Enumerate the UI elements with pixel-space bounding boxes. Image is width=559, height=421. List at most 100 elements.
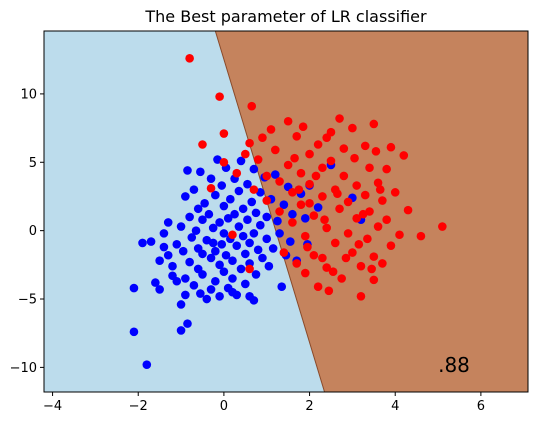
blue-class-point [183, 319, 192, 328]
decision-boundary-line [214, 31, 326, 392]
blue-class-point [215, 260, 224, 270]
blue-class-point [138, 238, 147, 248]
red-class-point [373, 222, 383, 231]
red-class-point [438, 222, 447, 231]
blue-class-point [202, 294, 212, 304]
red-class-point [311, 171, 321, 181]
red-class-point [313, 140, 323, 149]
blue-class-point [155, 285, 164, 294]
blue-class-point [226, 194, 235, 204]
blue-class-point [206, 285, 216, 294]
blue-class-point [178, 246, 188, 256]
red-class-point [292, 131, 302, 141]
red-class-point [303, 242, 312, 252]
blue-class-point [230, 209, 239, 219]
red-class-point [185, 54, 194, 63]
blue-class-point [198, 249, 207, 259]
red-class-point [386, 241, 396, 250]
red-class-point [365, 207, 374, 216]
red-class-point [367, 264, 376, 274]
red-class-point [341, 253, 351, 263]
blue-class-point [228, 256, 237, 266]
blue-class-point [146, 237, 156, 246]
red-class-point [253, 155, 263, 164]
red-class-point [335, 204, 344, 214]
blue-class-point [151, 278, 160, 287]
blue-class-point [172, 276, 182, 286]
red-class-point [356, 261, 366, 271]
red-class-point [348, 248, 357, 257]
red-class-point [335, 114, 344, 123]
red-class-point [318, 192, 327, 201]
red-class-point [305, 198, 314, 208]
blue-class-point [249, 229, 259, 238]
blue-class-point [163, 250, 173, 260]
blue-class-point [219, 267, 229, 276]
red-class-point [309, 250, 319, 260]
blue-class-point [189, 185, 199, 194]
blue-class-point [211, 246, 220, 256]
red-class-point [378, 196, 387, 205]
red-class-point [339, 171, 349, 181]
red-class-point [322, 223, 331, 233]
red-class-point [352, 214, 361, 223]
red-class-point [339, 144, 349, 153]
red-class-point [247, 101, 257, 111]
blue-class-point [208, 238, 218, 248]
red-class-point [378, 259, 387, 268]
red-class-point [296, 200, 306, 209]
blue-class-point [241, 249, 250, 259]
red-class-point [241, 149, 250, 159]
red-class-point [262, 171, 272, 181]
x-tick-label: 2 [305, 399, 313, 414]
red-class-point [352, 181, 361, 190]
red-class-point [275, 177, 284, 186]
blue-class-point [313, 203, 323, 212]
blue-class-point [183, 166, 192, 175]
red-class-point [330, 238, 340, 248]
red-class-point [324, 286, 334, 296]
blue-class-point [187, 233, 197, 242]
blue-class-point [219, 229, 229, 238]
red-class-point [219, 157, 229, 167]
blue-class-point [258, 253, 267, 263]
blue-class-point [243, 215, 252, 225]
blue-class-point [232, 241, 242, 250]
blue-class-point [129, 283, 139, 293]
blue-class-point [159, 229, 169, 238]
red-class-point [305, 149, 314, 159]
red-class-point [369, 252, 379, 261]
red-class-point [245, 138, 254, 148]
blue-class-point [228, 274, 237, 283]
blue-class-point [262, 234, 272, 244]
red-class-point [294, 185, 304, 194]
blue-class-point [243, 179, 252, 189]
red-class-point [358, 209, 368, 219]
blue-class-point [288, 209, 297, 219]
blue-class-point [155, 256, 164, 266]
x-tick-label: −4 [43, 399, 62, 414]
red-class-point [322, 263, 331, 272]
red-class-point [337, 274, 346, 283]
red-class-point [373, 178, 383, 188]
x-tick-label: 0 [220, 399, 228, 414]
axes-frame [43, 30, 529, 393]
blue-class-point [198, 270, 207, 279]
red-class-point [270, 145, 280, 155]
axes: −4 −2 0 2 4 6 −10 −5 0 5 10 [10, 30, 529, 414]
blue-class-point [215, 291, 224, 301]
red-class-point [354, 240, 364, 249]
blue-class-point [193, 204, 203, 214]
y-tick-label: 5 [29, 156, 37, 171]
x-tick-label: 4 [391, 399, 399, 414]
blue-class-point [273, 216, 282, 226]
red-class-point [318, 253, 327, 263]
blue-class-point [275, 229, 284, 238]
red-class-point [395, 230, 404, 240]
blue-class-point [236, 156, 246, 166]
red-class-point [288, 188, 297, 197]
red-class-point [416, 231, 426, 241]
red-class-point [298, 122, 308, 132]
score-annotation: .88 [438, 353, 470, 377]
red-class-point [403, 205, 413, 215]
